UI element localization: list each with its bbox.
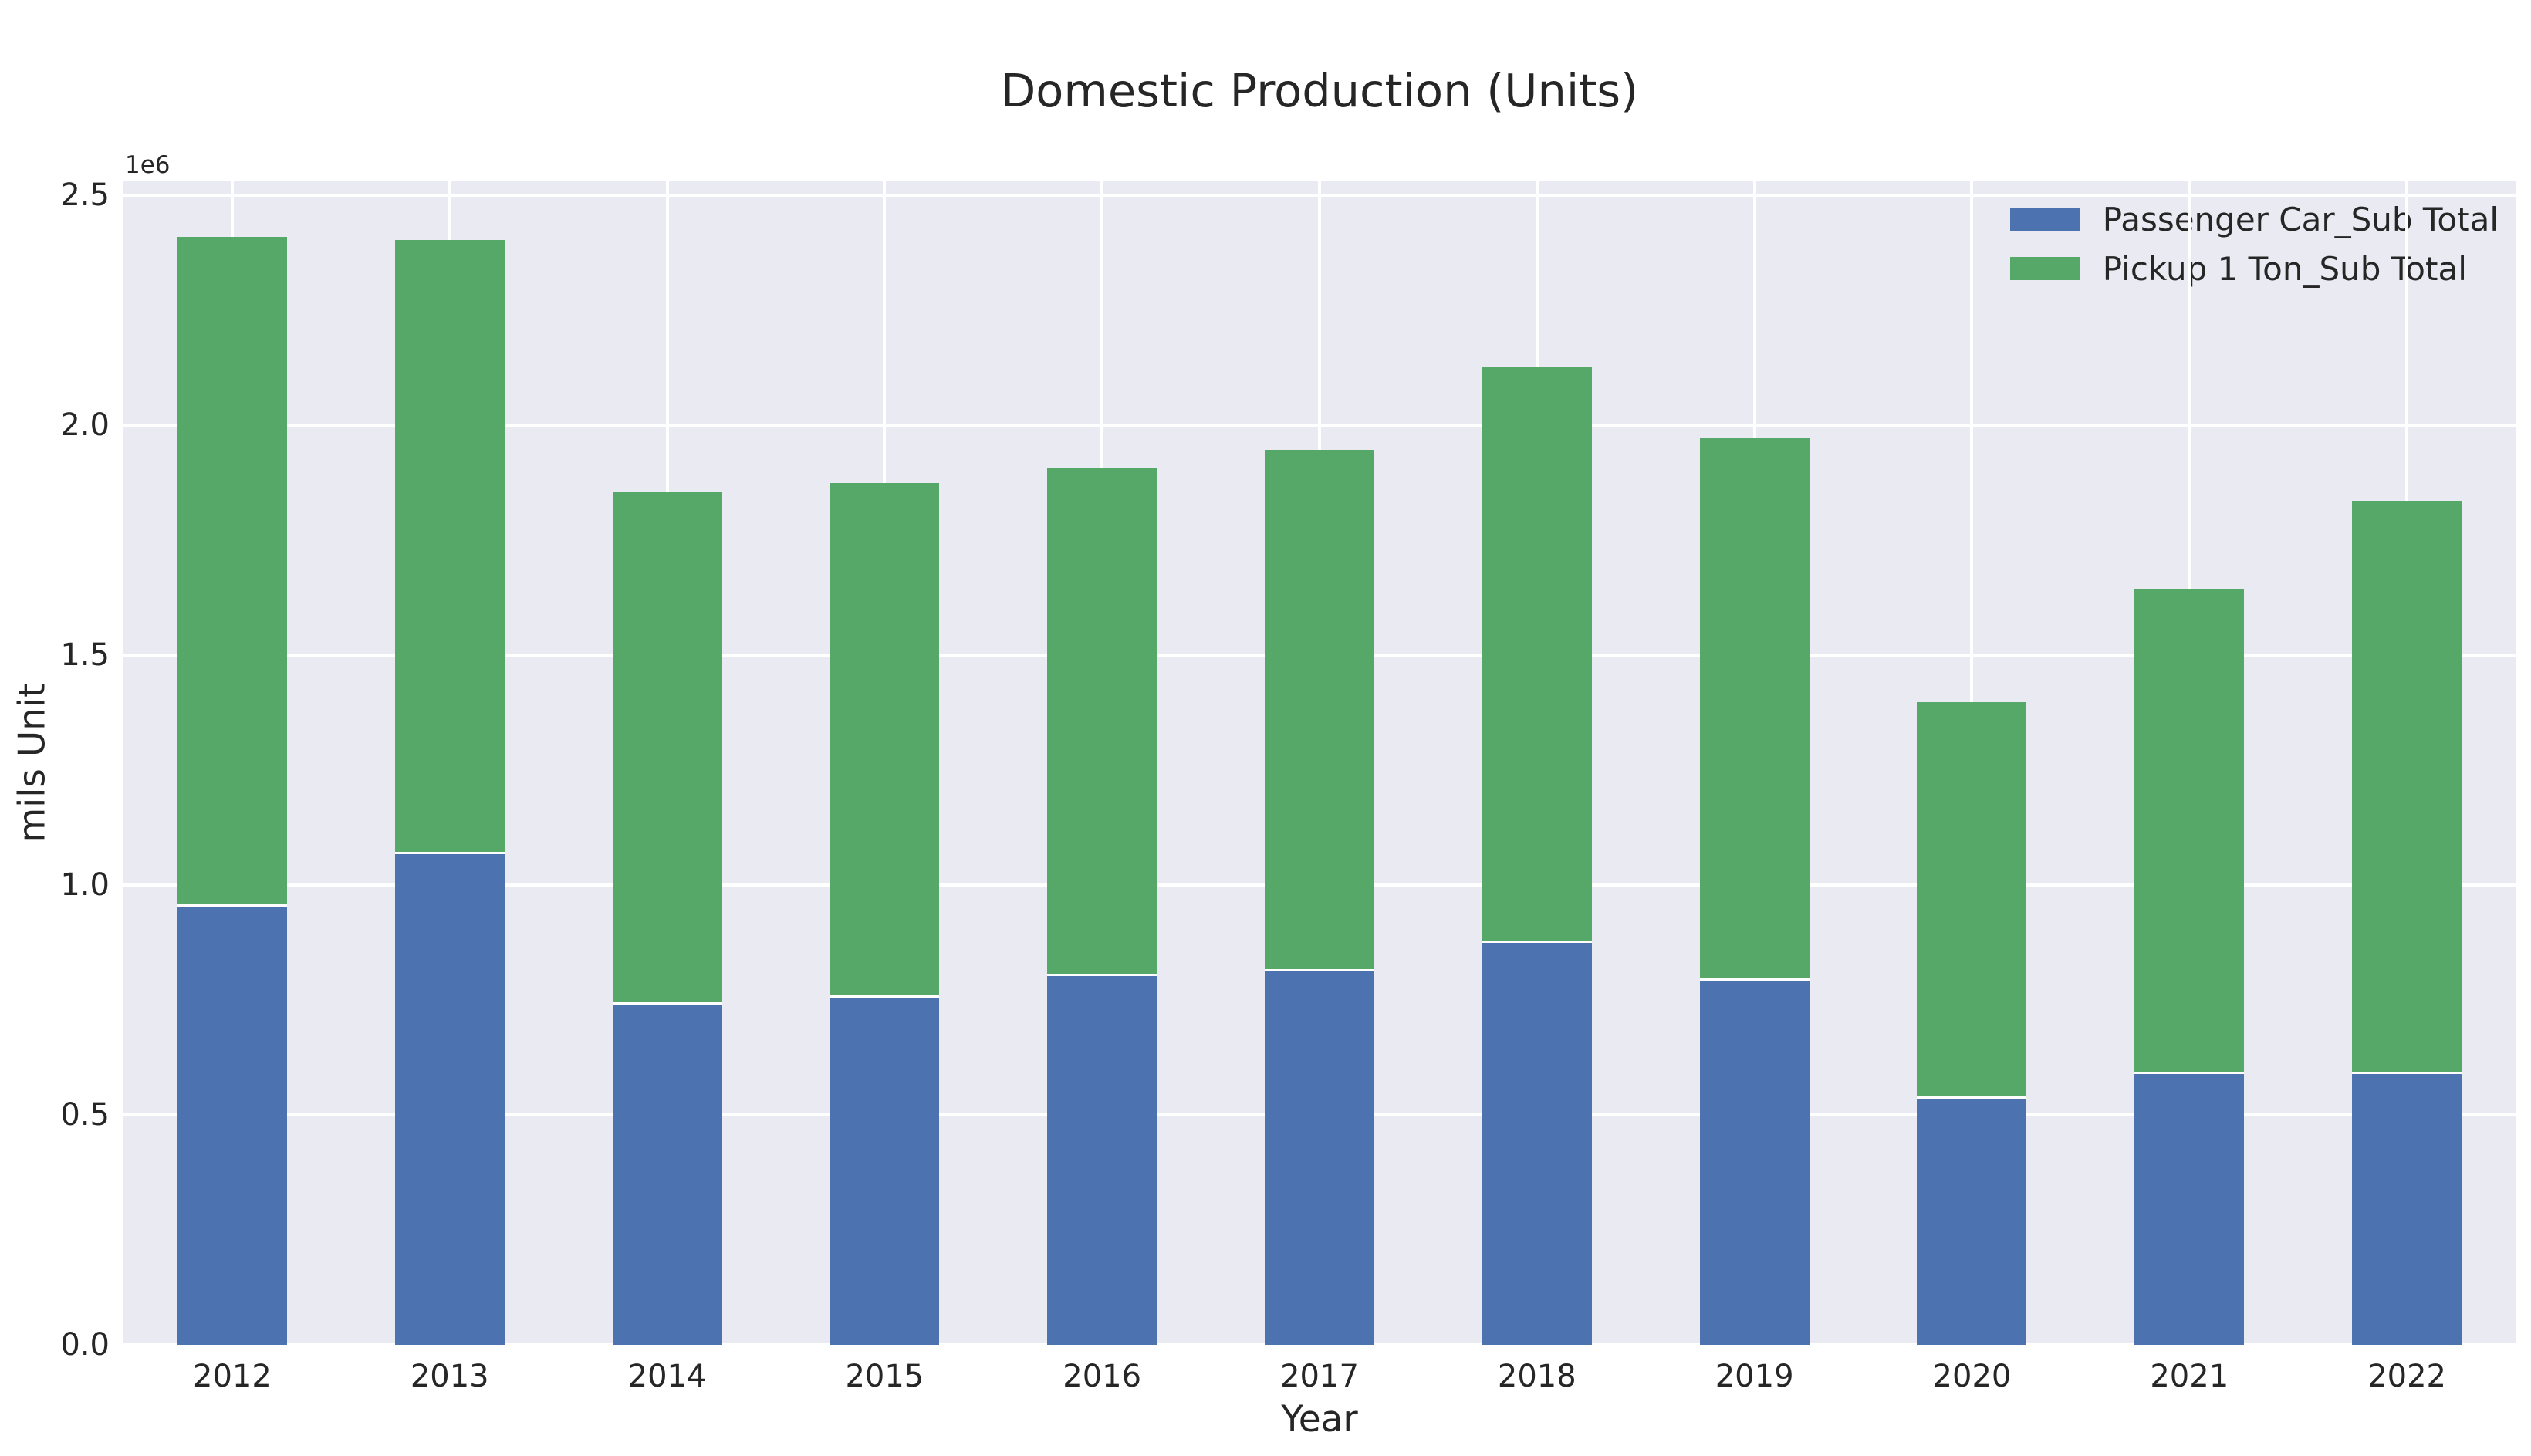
bar-segment-pickup-1-ton-2018 [1482, 367, 1592, 942]
bar-segment-passenger-car-2016 [1047, 975, 1157, 1345]
bar-segment-divider-2015 [830, 995, 940, 998]
x-tick-label-2012: 2012 [193, 1359, 272, 1394]
bar-segment-passenger-car-2012 [177, 905, 287, 1345]
x-tick-label-2014: 2014 [627, 1359, 707, 1394]
bar-segment-passenger-car-2014 [612, 1003, 722, 1345]
legend-swatch-passenger-car [2009, 208, 2080, 231]
x-tick-label-2016: 2016 [1063, 1359, 1142, 1394]
bar-segment-divider-2014 [612, 1002, 722, 1005]
bar-segment-divider-2012 [177, 904, 287, 907]
bar-segment-divider-2017 [1265, 968, 1374, 971]
bar-segment-passenger-car-2015 [830, 996, 940, 1345]
bar-segment-pickup-1-ton-2021 [2134, 589, 2245, 1073]
y-axis-offset-label: 1e6 [125, 151, 171, 179]
x-tick-label-2018: 2018 [1497, 1359, 1576, 1394]
x-tick-label-2021: 2021 [2150, 1359, 2229, 1394]
bar-segment-passenger-car-2017 [1265, 970, 1374, 1345]
y-tick-label-0.5: 0.5 [60, 1096, 110, 1133]
x-axis-label: Year [1281, 1398, 1358, 1441]
bar-segment-pickup-1-ton-2013 [394, 239, 505, 853]
x-tick-label-2020: 2020 [1932, 1359, 2012, 1394]
legend-swatch-pickup-1-ton [2009, 257, 2080, 280]
legend-label-passenger-car: Passenger Car_Sub Total [2102, 200, 2499, 238]
x-tick-label-2013: 2013 [410, 1359, 489, 1394]
legend-item-passenger-car: Passenger Car_Sub Total [2009, 200, 2499, 238]
x-tick-label-2017: 2017 [1280, 1359, 1359, 1394]
bar-segment-passenger-car-2021 [2134, 1073, 2245, 1345]
bar-segment-passenger-car-2019 [1699, 979, 1810, 1345]
bar-segment-passenger-car-2020 [1917, 1097, 2027, 1345]
x-tick-label-2022: 2022 [2367, 1359, 2446, 1394]
bar-segment-pickup-1-ton-2017 [1265, 450, 1374, 971]
bar-segment-passenger-car-2013 [394, 853, 505, 1345]
bar-segment-pickup-1-ton-2019 [1699, 437, 1810, 980]
bar-segment-passenger-car-2022 [2352, 1073, 2462, 1345]
y-tick-label-0.0: 0.0 [60, 1327, 110, 1363]
bar-segment-divider-2019 [1699, 978, 1810, 981]
y-tick-label-1.5: 1.5 [60, 637, 110, 673]
x-tick-label-2015: 2015 [845, 1359, 924, 1394]
plot-area: Passenger Car_Sub Total Pickup 1 Ton_Sub… [123, 181, 2516, 1346]
bar-segment-pickup-1-ton-2015 [830, 483, 940, 997]
legend-item-pickup-1-ton: Pickup 1 Ton_Sub Total [2009, 249, 2499, 288]
bar-segment-pickup-1-ton-2014 [612, 491, 722, 1004]
legend: Passenger Car_Sub Total Pickup 1 Ton_Sub… [2009, 200, 2499, 288]
h-gridline-0.0 [123, 1343, 2516, 1346]
bar-segment-pickup-1-ton-2022 [2352, 500, 2462, 1073]
x-tick-label-2019: 2019 [1715, 1359, 1794, 1394]
bar-segment-divider-2016 [1047, 973, 1157, 976]
y-axis-label: mils Unit [11, 683, 54, 843]
bar-segment-divider-2022 [2352, 1071, 2462, 1074]
bar-segment-divider-2018 [1482, 941, 1592, 944]
y-tick-label-2.0: 2.0 [60, 407, 110, 443]
y-tick-label-2.5: 2.5 [60, 177, 110, 213]
bar-segment-divider-2013 [394, 851, 505, 854]
y-tick-label-1.0: 1.0 [60, 867, 110, 903]
chart-title: Domestic Production (Units) [1000, 64, 1639, 117]
bar-segment-pickup-1-ton-2012 [177, 237, 287, 906]
legend-label-pickup-1-ton: Pickup 1 Ton_Sub Total [2102, 249, 2467, 288]
bar-segment-divider-2021 [2134, 1071, 2245, 1074]
bar-segment-passenger-car-2018 [1482, 941, 1592, 1345]
bar-segment-pickup-1-ton-2020 [1917, 701, 2027, 1098]
bar-segment-divider-2020 [1917, 1096, 2027, 1100]
bar-segment-pickup-1-ton-2016 [1047, 468, 1157, 975]
